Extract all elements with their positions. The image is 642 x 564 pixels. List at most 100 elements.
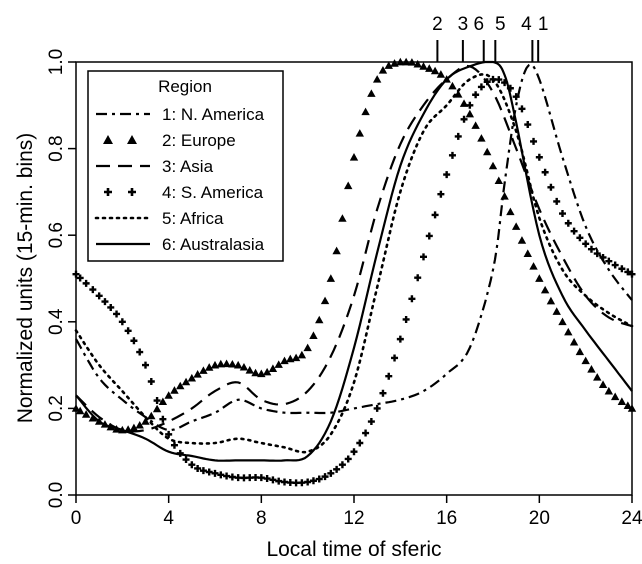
south-america-point [304,478,312,486]
south-america-point [82,279,90,287]
south-america-point [344,455,352,463]
europe-point [540,285,550,294]
europe-point [564,327,573,336]
series-line-5-africa [74,73,634,454]
south-america-point [321,473,329,481]
series-line-1-n-america [75,63,633,432]
europe-point [604,386,614,395]
europe-point [170,386,179,394]
legend-label: 5: Africa [162,209,224,228]
europe-point [477,134,486,142]
europe-point [129,423,139,432]
europe-point [222,359,231,368]
europe-point [535,274,544,282]
legend-entry: 5: Africa [94,209,224,228]
europe-point [500,192,509,200]
legend-label: 6: Australasia [162,235,265,254]
south-america-point [454,132,462,140]
south-america-point [408,295,416,303]
south-america-point [159,415,167,423]
south-america-point [605,257,613,265]
peak-marker-label: 1 [538,14,549,35]
south-america-point [107,303,115,311]
europe-point [593,373,602,381]
series-5-africa [74,73,634,454]
europe-point [187,373,197,382]
south-america-point [327,469,335,477]
south-america-point [113,310,121,318]
europe-point [349,153,359,161]
south-america-point [76,274,84,282]
x-tick-label: 8 [256,508,267,529]
legend-entry: 4: S. America [104,183,264,202]
europe-point [303,343,312,352]
europe-point [205,363,214,371]
south-america-point [553,197,561,205]
south-america-point [466,101,474,109]
europe-point [517,236,527,244]
europe-point [623,401,633,409]
peak-marker-label: 2 [432,14,443,35]
europe-point [494,176,503,185]
south-america-point [477,83,485,91]
europe-point [355,129,364,137]
legend-swatch-plus [128,188,136,196]
south-america-point [182,456,190,464]
x-tick-label: 0 [71,508,82,529]
europe-point [546,296,556,305]
europe-point [88,413,98,422]
south-america-point [460,115,468,123]
south-america-point [535,153,543,161]
south-america-point [217,471,225,479]
south-america-point [130,337,138,345]
europe-point [239,362,249,371]
europe-point [587,365,596,373]
europe-point [598,380,608,388]
south-america-point [570,227,578,235]
europe-point [164,391,173,399]
legend-entry: 1: N. America [96,105,265,124]
europe-point [147,411,156,420]
europe-point [569,337,579,346]
south-america-point [448,151,456,159]
europe-point [454,90,463,98]
europe-point [413,59,422,68]
south-america-point [338,461,346,469]
europe-point [575,347,585,356]
europe-point [199,366,208,374]
legend-label: 4: S. America [162,183,264,202]
south-america-point [618,265,626,273]
europe-point [617,397,627,405]
south-america-point [611,261,619,269]
legend-label: 1: N. America [162,105,265,124]
south-america-point [495,76,503,84]
europe-point [425,64,434,72]
south-america-point [350,448,358,456]
south-america-point [170,441,178,449]
europe-point [384,61,393,69]
europe-point [309,331,318,339]
europe-point [581,356,590,365]
south-america-point [124,327,132,335]
europe-point [135,420,144,429]
y-tick-label: 0.0 [46,482,67,508]
south-america-point [512,93,520,101]
south-america-point [373,404,381,412]
legend-swatch-triangle [103,135,113,144]
series-1-n-america [75,63,633,432]
south-america-point [624,268,632,276]
europe-point [448,81,457,90]
y-tick-label: 0.6 [46,222,67,248]
south-america-point [524,121,532,129]
south-america-point [269,476,277,484]
south-america-point [147,378,155,386]
europe-point [523,249,532,257]
europe-point [251,368,260,377]
south-america-point [199,467,207,475]
south-america-point [263,475,271,483]
south-america-point [188,461,196,469]
south-america-point [541,168,549,176]
legend-entry: 3: Asia [96,157,214,176]
europe-point [141,417,150,425]
